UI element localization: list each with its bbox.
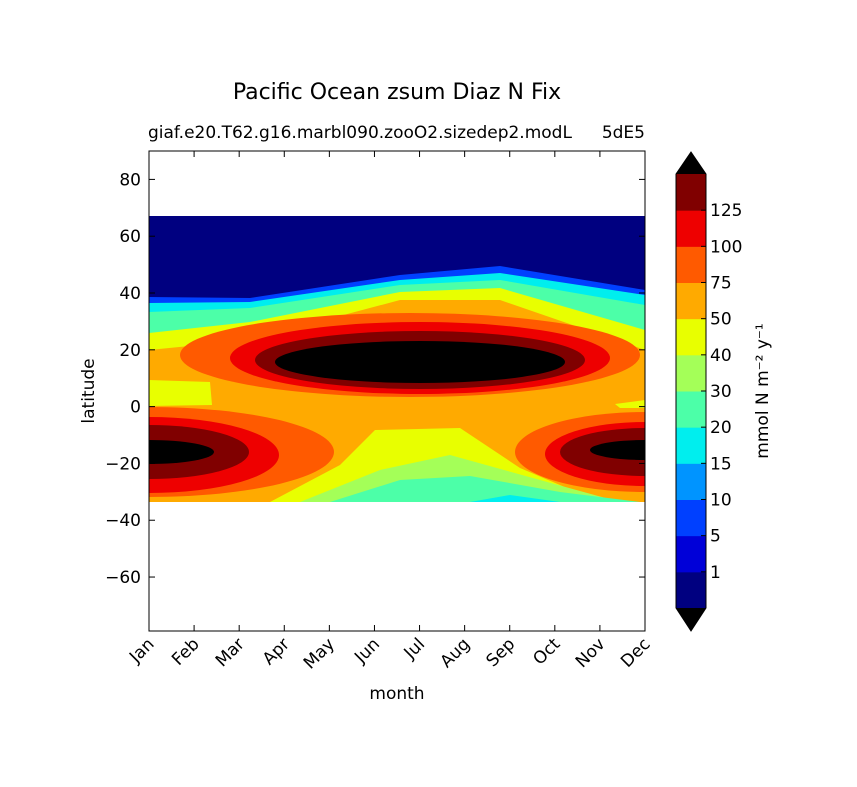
x-tick-label: Oct — [529, 634, 564, 669]
contour-band — [330, 476, 640, 502]
x-tick-label: Jan — [125, 634, 158, 667]
colorbar-band — [676, 499, 706, 537]
colorbar-band — [676, 535, 706, 573]
colorbar-band — [676, 571, 706, 609]
colorbar-tick-label: 5 — [710, 527, 721, 547]
x-tick-label: May — [300, 634, 339, 673]
x-tick-label: Aug — [437, 634, 475, 672]
y-tick-label: 0 — [130, 398, 141, 418]
x-tick-label: Feb — [168, 634, 203, 669]
chart-subtitle-right: 5dE5 — [602, 123, 645, 143]
colorbar-label: mmol N m⁻² y⁻¹ — [753, 323, 773, 458]
y-tick-label: 60 — [119, 227, 141, 247]
x-axis-label: month — [369, 684, 424, 704]
colorbar-band — [676, 354, 706, 392]
y-tick-label: −20 — [105, 454, 141, 474]
x-tick-label: Jul — [400, 634, 429, 663]
x-tick-label: Nov — [572, 634, 610, 672]
y-tick-label: 80 — [119, 170, 141, 190]
x-tick-label: Apr — [259, 634, 294, 669]
colorbar-tick-label: 75 — [710, 274, 732, 294]
colorbar-band — [676, 391, 706, 428]
y-tick-label: −40 — [105, 511, 141, 531]
y-tick-label: 20 — [119, 341, 141, 361]
colorbar-band — [676, 282, 706, 320]
colorbar-extend — [676, 152, 706, 174]
x-tick-label: Jun — [350, 634, 384, 668]
colorbar-band — [676, 463, 706, 500]
x-tick-label: Dec — [617, 634, 654, 671]
colorbar-tick-label: 125 — [710, 201, 742, 221]
colorbar-tick-label: 40 — [710, 346, 732, 366]
plot-frame — [148, 150, 646, 632]
contour-band — [615, 400, 645, 408]
contour-band — [590, 440, 645, 460]
colorbar-extend — [676, 608, 706, 631]
x-tick-label: Mar — [212, 634, 249, 671]
x-tick-label: Sep — [482, 634, 519, 671]
colorbar-band — [676, 318, 706, 356]
colorbar-tick-label: 15 — [710, 454, 732, 474]
contour-band — [275, 341, 565, 383]
colorbar-tick-label: 20 — [710, 418, 732, 438]
contour-band — [149, 440, 214, 464]
colorbar-tick-label: 100 — [710, 237, 742, 257]
y-axis-label: latitude — [79, 358, 99, 423]
y-tick-label: −60 — [105, 568, 141, 588]
colorbar-tick-label: 10 — [710, 491, 732, 511]
colorbar-tick-label: 1 — [710, 563, 721, 583]
y-tick-label: 40 — [119, 284, 141, 304]
contour-band — [470, 495, 560, 502]
chart-title: Pacific Ocean zsum Diaz N Fix — [233, 80, 561, 105]
colorbar-band — [676, 246, 706, 283]
chart-subtitle: giaf.e20.T62.g16.marbl090.zooO2.sizedep2… — [148, 123, 572, 143]
colorbar-band — [676, 174, 706, 211]
contour-band — [149, 216, 645, 298]
colorbar-band — [676, 427, 706, 464]
colorbar-band — [676, 210, 706, 247]
colorbar-frame — [675, 151, 707, 632]
colorbar-tick-label: 30 — [710, 382, 732, 402]
contour-field — [149, 216, 645, 502]
contour-band — [149, 380, 212, 406]
colorbar-tick-label: 50 — [710, 310, 732, 330]
